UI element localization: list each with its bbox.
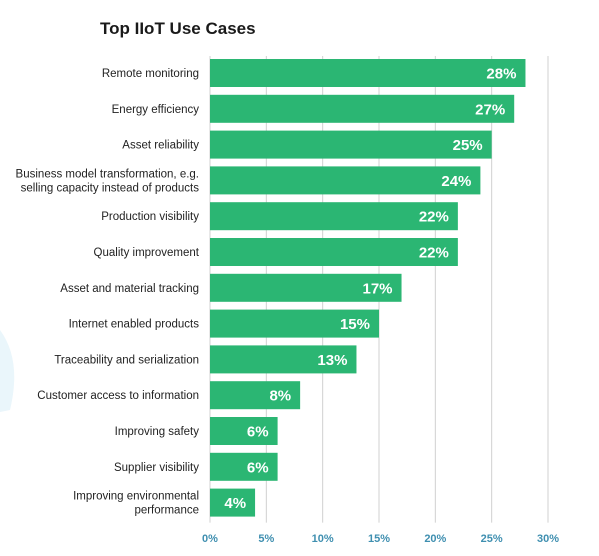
bar	[210, 309, 379, 338]
bar	[210, 94, 515, 123]
bar	[210, 488, 256, 517]
category-label-line: Internet enabled products	[69, 319, 200, 331]
data-label: 24%	[441, 173, 471, 190]
category-label-line: Traceability and serialization	[54, 354, 199, 366]
category-label: Improving environmental performance	[73, 491, 199, 517]
data-label: 25%	[453, 137, 483, 154]
bars: 28% 27% 25% 24% 22% 22% 17% 15% 13% 8% 6% 6% 4%	[210, 59, 526, 517]
category-label-line: Asset reliability	[122, 140, 199, 152]
bar	[210, 59, 526, 87]
category-label: Asset and material tracking	[60, 283, 199, 295]
category-label: Traceability and serialization	[54, 354, 199, 366]
bar	[210, 238, 458, 266]
category-label-line: Quality improvement	[94, 247, 200, 259]
x-axis: 0% 5% 10% 15% 20% 25% 30%	[202, 533, 559, 545]
category-label-line: Supplier visibility	[114, 462, 199, 474]
category-label-line: Remote monitoring	[102, 68, 199, 80]
x-tick-label: 15%	[368, 533, 390, 545]
category-label: Internet enabled products	[69, 319, 200, 331]
data-label: 8%	[269, 388, 291, 405]
bar	[210, 273, 402, 302]
background-swirl	[0, 330, 15, 412]
x-tick-label: 0%	[202, 533, 218, 545]
data-label: 17%	[363, 280, 393, 297]
bar	[210, 130, 492, 159]
category-label-line: Asset and material tracking	[60, 283, 199, 295]
bar	[210, 202, 458, 231]
data-label: 13%	[317, 352, 347, 369]
category-label: Asset reliability	[122, 140, 199, 152]
category-label: Customer access to information	[37, 390, 199, 402]
data-label: 22%	[419, 245, 449, 262]
category-label-line: selling capacity instead of products	[21, 182, 200, 194]
category-label-line: Improving safety	[115, 426, 200, 438]
background-decoration	[0, 330, 15, 412]
x-tick-label: 5%	[258, 533, 274, 545]
category-label: Quality improvement	[94, 247, 200, 259]
category-label-line: Production visibility	[101, 211, 199, 223]
bar	[210, 417, 278, 445]
category-label-line: Customer access to information	[37, 390, 199, 402]
category-label: Supplier visibility	[114, 462, 199, 474]
data-label: 28%	[486, 66, 516, 83]
category-label: Remote monitoring	[102, 68, 199, 80]
category-label: Production visibility	[101, 211, 199, 223]
bar	[210, 381, 301, 410]
data-label: 6%	[247, 424, 269, 441]
category-label: Business model transformation, e.g. selli…	[16, 168, 200, 194]
category-label-line: Business model transformation, e.g.	[16, 168, 199, 180]
category-label-line: Energy efficiency	[112, 104, 200, 116]
data-label: 22%	[419, 209, 449, 226]
category-label: Energy efficiency	[112, 104, 200, 116]
data-label: 27%	[475, 101, 505, 118]
x-tick-label: 25%	[481, 533, 503, 545]
data-label: 15%	[340, 316, 370, 333]
category-labels: Remote monitoring Energy efficiency Asset …	[16, 68, 200, 517]
x-tick-label: 10%	[312, 533, 334, 545]
data-label: 4%	[224, 495, 246, 512]
category-label-line: performance	[134, 505, 199, 517]
bar	[210, 452, 278, 481]
x-tick-label: 30%	[537, 533, 559, 545]
bar	[210, 166, 481, 195]
bar	[210, 345, 357, 374]
category-label-line: Improving environmental	[73, 491, 199, 503]
category-label: Improving safety	[115, 426, 200, 438]
data-label: 6%	[247, 459, 269, 476]
x-tick-label: 20%	[424, 533, 446, 545]
chart-title: Top IIoT Use Cases	[100, 19, 256, 38]
